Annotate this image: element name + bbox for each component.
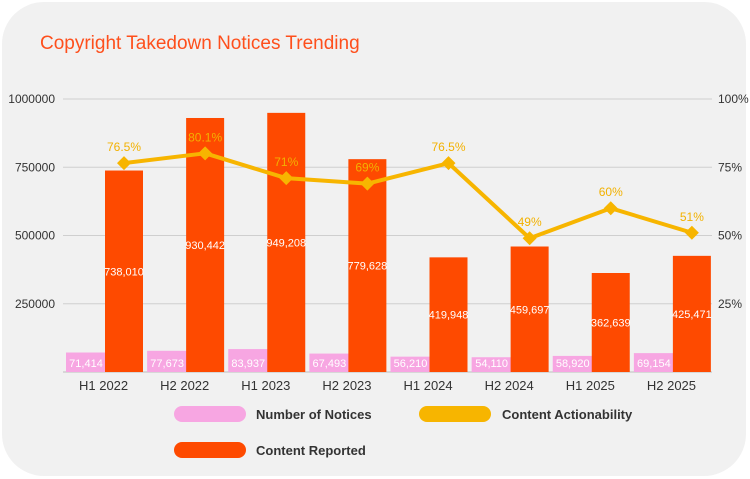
legend-actionability-swatch — [419, 406, 491, 422]
point-actionability-label: 49% — [518, 215, 542, 229]
bar-reported-label: 930,442 — [185, 240, 225, 252]
x-tick-label: H2 2025 — [647, 378, 696, 393]
x-tick-label: H1 2024 — [403, 378, 452, 393]
y-left-tick-label: 750000 — [15, 160, 55, 174]
x-tick-label: H1 2025 — [566, 378, 615, 393]
bar-notices-label: 71,414 — [69, 358, 103, 370]
bar-reported-label: 425,471 — [672, 309, 712, 321]
point-actionability — [360, 176, 375, 191]
point-actionability-label: 80.1% — [188, 130, 222, 144]
point-actionability — [279, 171, 294, 186]
legend-reported-label: Content Reported — [256, 443, 366, 458]
y-left-tick-label: 1000000 — [8, 92, 55, 106]
bar-reported — [672, 255, 711, 372]
bar-reported-label: 459,697 — [510, 304, 550, 316]
y-right-tick-label: 100% — [718, 92, 749, 106]
point-actionability-label: 60% — [599, 185, 623, 199]
legend-actionability-label: Content Actionability — [502, 407, 633, 422]
y-right-tick-label: 25% — [718, 297, 742, 311]
point-actionability-label: 71% — [274, 155, 298, 169]
x-tick-label: H2 2022 — [160, 378, 209, 393]
bar-notices-label: 56,210 — [394, 358, 428, 370]
bar-notices-label: 77,673 — [150, 358, 184, 370]
bar-notices-label: 69,154 — [637, 358, 671, 370]
legend-notices-label: Number of Notices — [256, 407, 372, 422]
bar-notices — [309, 353, 350, 372]
chart-title: Copyright Takedown Notices Trending — [40, 33, 360, 54]
x-tick-label: H2 2023 — [322, 378, 371, 393]
point-actionability-label: 69% — [355, 161, 379, 175]
bar-notices — [471, 357, 512, 372]
bar-reported — [267, 112, 306, 373]
bar-notices-label: 54,110 — [475, 358, 508, 370]
point-actionability-label: 76.5% — [431, 140, 465, 154]
bar-reported — [105, 170, 143, 372]
point-actionability — [198, 146, 213, 161]
x-tick-label: H1 2022 — [79, 378, 128, 393]
bar-reported — [591, 272, 630, 372]
point-actionability-label: 76.5% — [107, 140, 141, 154]
y-right-tick-label: 75% — [718, 160, 742, 174]
point-actionability — [522, 231, 537, 246]
bar-reported-label: 362,639 — [591, 317, 631, 329]
point-actionability — [684, 225, 699, 240]
bar-notices — [66, 352, 106, 372]
bar-notices — [552, 355, 593, 372]
bar-reported — [429, 257, 468, 372]
bar-notices — [390, 356, 431, 372]
point-actionability-label: 51% — [680, 210, 704, 224]
y-left-tick-label: 500000 — [15, 229, 55, 243]
bar-reported-label: 419,948 — [429, 310, 469, 322]
bar-reported-label: 949,208 — [266, 237, 306, 249]
bar-reported — [348, 159, 387, 372]
bar-reported-label: 738,010 — [104, 266, 144, 278]
point-actionability — [117, 156, 131, 171]
bar-notices-label: 58,920 — [556, 358, 590, 370]
bar-reported — [510, 246, 549, 372]
x-tick-label: H1 2023 — [241, 378, 290, 393]
point-actionability — [441, 156, 456, 171]
bar-notices — [147, 350, 188, 372]
line-actionability — [123, 151, 693, 241]
y-left-tick-label: 250000 — [15, 297, 55, 311]
point-actionability — [603, 201, 618, 216]
x-tick-label: H2 2024 — [485, 378, 534, 393]
bar-notices-label: 67,493 — [313, 358, 347, 370]
legend-reported-swatch — [174, 442, 246, 458]
legend-notices-swatch — [174, 406, 246, 422]
bar-notices-label: 83,937 — [231, 358, 265, 370]
bar-notices — [228, 349, 269, 372]
bar-reported-label: 779,628 — [347, 261, 387, 273]
y-right-tick-label: 50% — [718, 229, 742, 243]
bar-notices — [633, 353, 674, 372]
